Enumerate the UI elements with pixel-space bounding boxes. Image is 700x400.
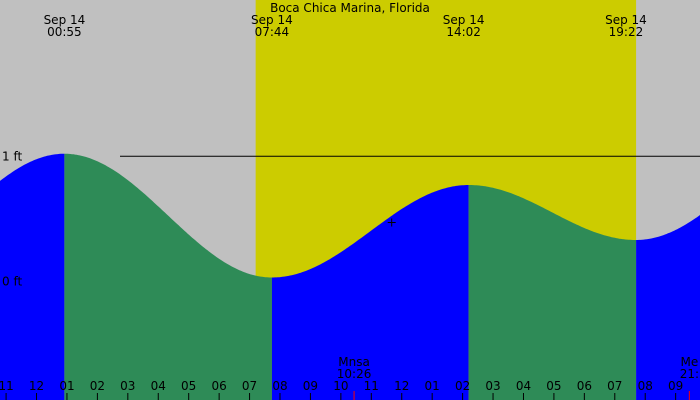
moon-event-name: Me <box>680 355 698 369</box>
hour-label: 11 <box>364 379 379 393</box>
hour-label: 11 <box>0 379 14 393</box>
moon-event-time: 21: <box>680 367 699 381</box>
hour-label: 01 <box>59 379 74 393</box>
hour-label: 07 <box>242 379 257 393</box>
marker-date: Sep 14 <box>44 13 86 27</box>
marker-date: Sep 14 <box>251 13 293 27</box>
rising-tide-area <box>0 153 65 400</box>
cursor-crosshair <box>387 218 396 227</box>
y-tick-label: 0 ft <box>2 274 22 288</box>
hour-label: 04 <box>151 379 166 393</box>
hour-label: 08 <box>638 379 653 393</box>
falling-tide-area <box>64 153 272 400</box>
marker-time: 00:55 <box>47 25 82 39</box>
hour-label: 10 <box>333 379 348 393</box>
hour-label: 07 <box>607 379 622 393</box>
hour-label: 09 <box>303 379 318 393</box>
falling-tide-area <box>468 185 637 400</box>
hour-axis: 11 12 01 02 03 04 05 06 07 08 09 10 11 12 01 02 03 04 05 06… <box>0 379 683 400</box>
hour-label: 05 <box>546 379 561 393</box>
hour-label: 12 <box>29 379 44 393</box>
hour-label: 02 <box>90 379 105 393</box>
chart-title: Boca Chica Marina, Florida <box>270 1 430 15</box>
hour-label: 09 <box>668 379 683 393</box>
moon-event-name: Mnsa <box>338 355 370 369</box>
marker-time: 19:22 <box>609 25 644 39</box>
hour-label: 08 <box>272 379 287 393</box>
y-tick-label: 1 ft <box>2 149 22 163</box>
hour-label: 02 <box>455 379 470 393</box>
y-axis: 0 ft 1 ft <box>2 149 22 288</box>
marker-date: Sep 14 <box>605 13 647 27</box>
hour-label: 06 <box>577 379 592 393</box>
hour-label: 03 <box>120 379 135 393</box>
marker-date: Sep 14 <box>443 13 485 27</box>
rising-tide-area <box>271 185 469 400</box>
hour-label: 12 <box>394 379 409 393</box>
marker-time: 07:44 <box>255 25 290 39</box>
moon-event-time: 10:26 <box>337 367 372 381</box>
hour-label: 05 <box>181 379 196 393</box>
hour-label: 06 <box>211 379 226 393</box>
hour-label: 03 <box>485 379 500 393</box>
marker-time: 14:02 <box>446 25 481 39</box>
tide-areas <box>0 153 700 400</box>
hour-label: 01 <box>425 379 440 393</box>
rising-tide-area <box>636 215 700 400</box>
hour-label: 04 <box>516 379 531 393</box>
